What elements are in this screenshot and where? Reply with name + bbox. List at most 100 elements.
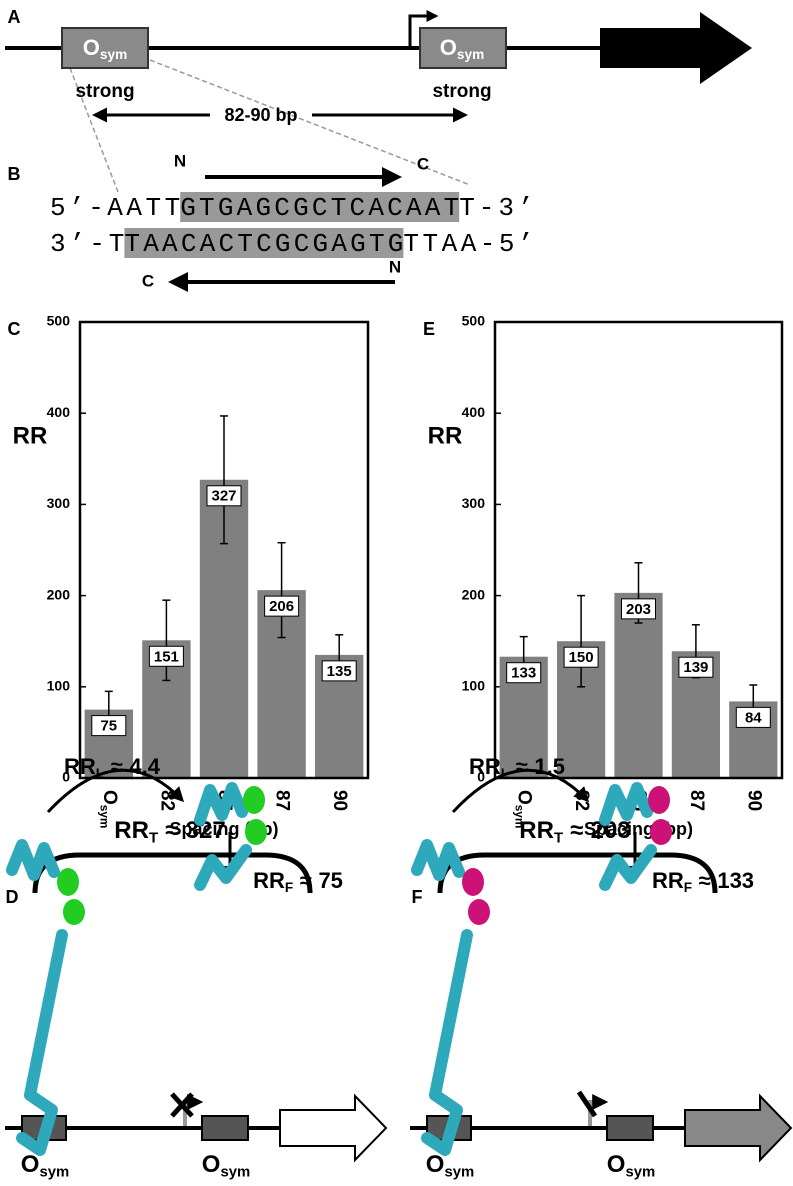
sequence: T-3’ (459, 193, 533, 223)
value-label-box (621, 598, 656, 620)
x-tick-label: 90 (329, 790, 350, 811)
error-bar (577, 594, 586, 688)
error-bar (220, 415, 228, 545)
helix (194, 844, 252, 891)
reporter-arrow (684, 1093, 793, 1163)
helix (599, 844, 657, 891)
value-label-box (506, 662, 542, 684)
protein-domain (648, 786, 670, 814)
value-label: 135 (327, 663, 352, 680)
label-sub: T (149, 831, 158, 847)
operator-label: Osym (440, 35, 484, 62)
operator-label: Osym (21, 1151, 69, 1180)
n-label: N (174, 151, 186, 170)
operator-label: Osym (83, 35, 127, 62)
label-op: ≈ (300, 868, 312, 893)
reporter-arrow (279, 1093, 388, 1163)
loop-arrow (46, 768, 185, 814)
operator-label: Osym (202, 1151, 250, 1180)
plot-frame (493, 320, 784, 780)
spacing-label: 82-90 bp (224, 105, 297, 125)
protein-domain (650, 819, 672, 845)
value-label: 133 (511, 665, 536, 682)
value-label: 327 (211, 488, 236, 505)
operator-highlight (124, 228, 404, 258)
label-sub: sym (220, 1165, 250, 1181)
y-tick-label: 500 (47, 313, 71, 329)
operator-label: Osym (607, 1151, 655, 1180)
y-tick-label: 500 (462, 313, 486, 329)
x-tick-label: 87 (272, 790, 293, 811)
rr-loop: RRL ≈4.4 (64, 754, 161, 781)
bar (614, 592, 663, 778)
operator-box (419, 27, 507, 69)
rr-free: RRF ≈75 (253, 868, 343, 895)
sequence: 3’-T (50, 229, 124, 259)
guide-line (149, 59, 471, 186)
y-tick-label: 200 (462, 586, 486, 602)
label-main: O (440, 35, 457, 60)
label-sub: T (554, 831, 563, 847)
x-tick-label: Osym (512, 790, 534, 828)
label-sub: sym (512, 805, 525, 829)
x-tick-label: 87 (686, 790, 707, 811)
value-label: 151 (154, 648, 179, 665)
label-main: O (99, 790, 120, 805)
panel-letter: F (412, 887, 423, 907)
plot-frame (78, 320, 370, 780)
rr-total: RRT ≈203 (519, 817, 630, 846)
label-op: ≈ (516, 754, 528, 779)
y-tick-label: 100 (47, 678, 71, 694)
label-sub: sym (100, 47, 127, 62)
y-tick-label: 0 (62, 769, 70, 785)
sequence: TAACACTCGCGAGTG (124, 229, 403, 259)
operator-box (201, 1115, 249, 1141)
sequence: GTGAGCGCTCACAAT (180, 193, 459, 223)
operator-box (606, 1115, 654, 1141)
label-main: O (202, 1151, 221, 1178)
protein-domain (462, 868, 484, 896)
panel-letter: C (8, 319, 21, 339)
helix (421, 929, 473, 1156)
panel-letter: E (423, 319, 435, 339)
protein-domain (243, 786, 265, 814)
value-label-box (321, 660, 357, 682)
y-tick-label: 0 (477, 769, 485, 785)
gene-arrow (600, 12, 752, 84)
rr-loop: RRL ≈1.5 (469, 754, 565, 781)
value-label-box (206, 485, 242, 507)
helix (6, 839, 60, 881)
protein-domain (57, 868, 79, 896)
label-main: O (83, 35, 100, 60)
y-axis-label: RR (428, 422, 463, 449)
label-main: RR (652, 868, 684, 893)
value-label: 206 (269, 598, 294, 615)
helix (16, 929, 68, 1156)
error-bar (162, 599, 171, 682)
rr-total: RRT ≈327 (114, 817, 225, 846)
value-label-box (678, 656, 714, 678)
block-mark (576, 1090, 598, 1118)
label-value: 75 (318, 868, 342, 893)
value-label-box (735, 706, 771, 728)
sequence: TTAA-5’ (403, 229, 533, 259)
helix (599, 782, 653, 826)
panel-letter: D (6, 887, 19, 907)
label-sub: sym (39, 1165, 69, 1181)
value-label-box (91, 715, 127, 737)
value-label-box (264, 595, 300, 617)
operator-box (61, 27, 149, 69)
label-main: O (514, 790, 535, 805)
label-op: ≈ (699, 868, 711, 893)
label-main: RR (469, 754, 501, 779)
label-value: 133 (717, 868, 754, 893)
y-tick-label: 300 (462, 495, 486, 511)
protein-domain (245, 819, 267, 845)
label-main: O (607, 1151, 626, 1178)
operator-label: Osym (426, 1151, 474, 1180)
helix (411, 839, 465, 881)
label-main: RR (519, 817, 554, 844)
label-op: ≈ (111, 754, 123, 779)
c-label: C (142, 271, 154, 290)
